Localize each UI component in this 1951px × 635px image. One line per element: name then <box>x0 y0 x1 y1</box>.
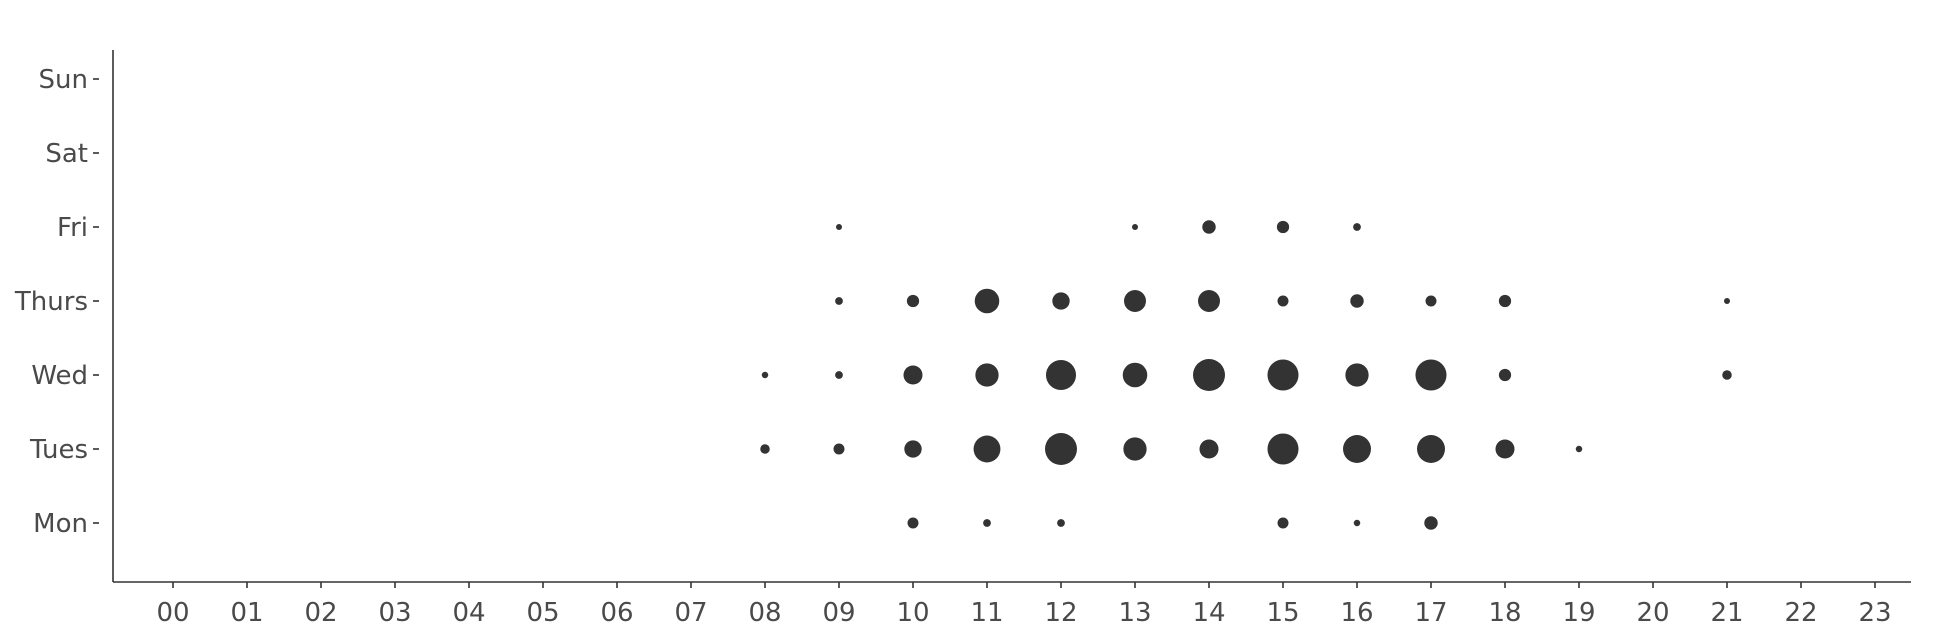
x-tick-label: 13 <box>1118 598 1151 628</box>
punchcard-bubble <box>983 519 991 527</box>
punchcard-bubble <box>1198 290 1220 312</box>
punchcard-bubble <box>836 224 842 230</box>
punchcard-bubble <box>1722 370 1732 380</box>
punchcard-bubble <box>1353 519 1361 527</box>
punchcard-bubble <box>1045 359 1077 391</box>
x-tick-label: 17 <box>1414 598 1447 628</box>
punchcard-bubble <box>1343 435 1371 463</box>
punchcard-bubble <box>1417 435 1445 463</box>
x-tick-label: 12 <box>1044 598 1077 628</box>
punchcard-bubble <box>906 294 920 308</box>
punchcard-bubble <box>760 444 770 454</box>
x-tick-label: 07 <box>674 598 707 628</box>
punchcard-bubble <box>975 363 999 387</box>
punchcard-bubble <box>973 435 1001 463</box>
y-tick-label: Sat <box>45 139 88 169</box>
punchcard-bubble <box>1057 519 1065 527</box>
punchcard-bubble <box>1498 368 1512 382</box>
punchcard-bubble <box>1345 363 1369 387</box>
punchcard-bubble <box>1498 294 1512 308</box>
x-tick-label: 23 <box>1858 598 1891 628</box>
punchcard-bubble <box>903 365 923 385</box>
x-tick-label: 10 <box>896 598 929 628</box>
y-axis: Mon Tues Wed Thurs Fri Sat Sun <box>14 50 114 582</box>
punchcard-bubble <box>1277 295 1289 307</box>
x-tick-label: 02 <box>304 598 337 628</box>
punchcard-bubble <box>1277 517 1289 529</box>
x-tick-label: 22 <box>1784 598 1817 628</box>
y-tick-label: Sun <box>39 65 88 95</box>
punchcard-bubble <box>1123 437 1147 461</box>
punchcard-bubble <box>761 371 769 379</box>
y-tick-label: Mon <box>33 509 88 539</box>
punchcard-bubble <box>907 517 919 529</box>
x-tick-label: 21 <box>1710 598 1743 628</box>
punchcard-bubble <box>835 297 843 305</box>
x-tick-label: 03 <box>378 598 411 628</box>
punchcard-bubble <box>1424 516 1438 530</box>
x-tick-label: 04 <box>452 598 485 628</box>
x-tick-label: 01 <box>230 598 263 628</box>
punchcard-bubble <box>1122 362 1148 388</box>
x-tick-label: 14 <box>1192 598 1225 628</box>
x-tick-label: 09 <box>822 598 855 628</box>
y-tick-label: Thurs <box>14 287 88 317</box>
x-tick-label: 11 <box>970 598 1003 628</box>
punchcard-bubble <box>1425 295 1437 307</box>
x-tick-label: 00 <box>156 598 189 628</box>
punchcard-bubble <box>835 371 843 379</box>
punchcard-bubble <box>833 443 845 455</box>
punchcard-bubble <box>1124 290 1146 312</box>
punchcard-bubble <box>1350 294 1364 308</box>
data-points <box>760 220 1732 530</box>
y-tick-label: Tues <box>29 435 88 465</box>
punchcard-bubble <box>1045 433 1077 465</box>
punchcard-bubble <box>1415 359 1447 391</box>
punchcard-bubble <box>1193 359 1225 391</box>
punchcard-bubble <box>1724 298 1730 304</box>
x-tick-label: 05 <box>526 598 559 628</box>
punchcard-bubble <box>1267 359 1299 391</box>
punchcard-bubble <box>1495 439 1515 459</box>
y-tick-label: Wed <box>31 361 88 391</box>
punchcard-bubble <box>1202 220 1216 234</box>
punchcard-bubble <box>1353 223 1361 231</box>
x-tick-label: 08 <box>748 598 781 628</box>
punchcard-bubble <box>1267 433 1299 465</box>
x-tick-label: 18 <box>1488 598 1521 628</box>
x-axis: 00 01 02 03 04 05 06 07 08 09 10 11 12 13 14 15 16 17 18 19… <box>113 581 1911 628</box>
punchcard-bubble <box>904 440 922 458</box>
punchcard-bubble <box>1276 220 1290 234</box>
punchcard-bubble <box>1052 292 1070 310</box>
x-tick-label: 06 <box>600 598 633 628</box>
x-tick-label: 15 <box>1266 598 1299 628</box>
punchcard-bubble <box>1132 224 1138 230</box>
punchcard-bubble <box>1575 445 1583 453</box>
x-tick-label: 20 <box>1636 598 1669 628</box>
x-tick-label: 19 <box>1562 598 1595 628</box>
punchcard-bubble <box>974 288 1000 314</box>
x-tick-label: 16 <box>1340 598 1373 628</box>
y-tick-label: Fri <box>57 213 88 243</box>
punchcard-bubble <box>1199 439 1219 459</box>
